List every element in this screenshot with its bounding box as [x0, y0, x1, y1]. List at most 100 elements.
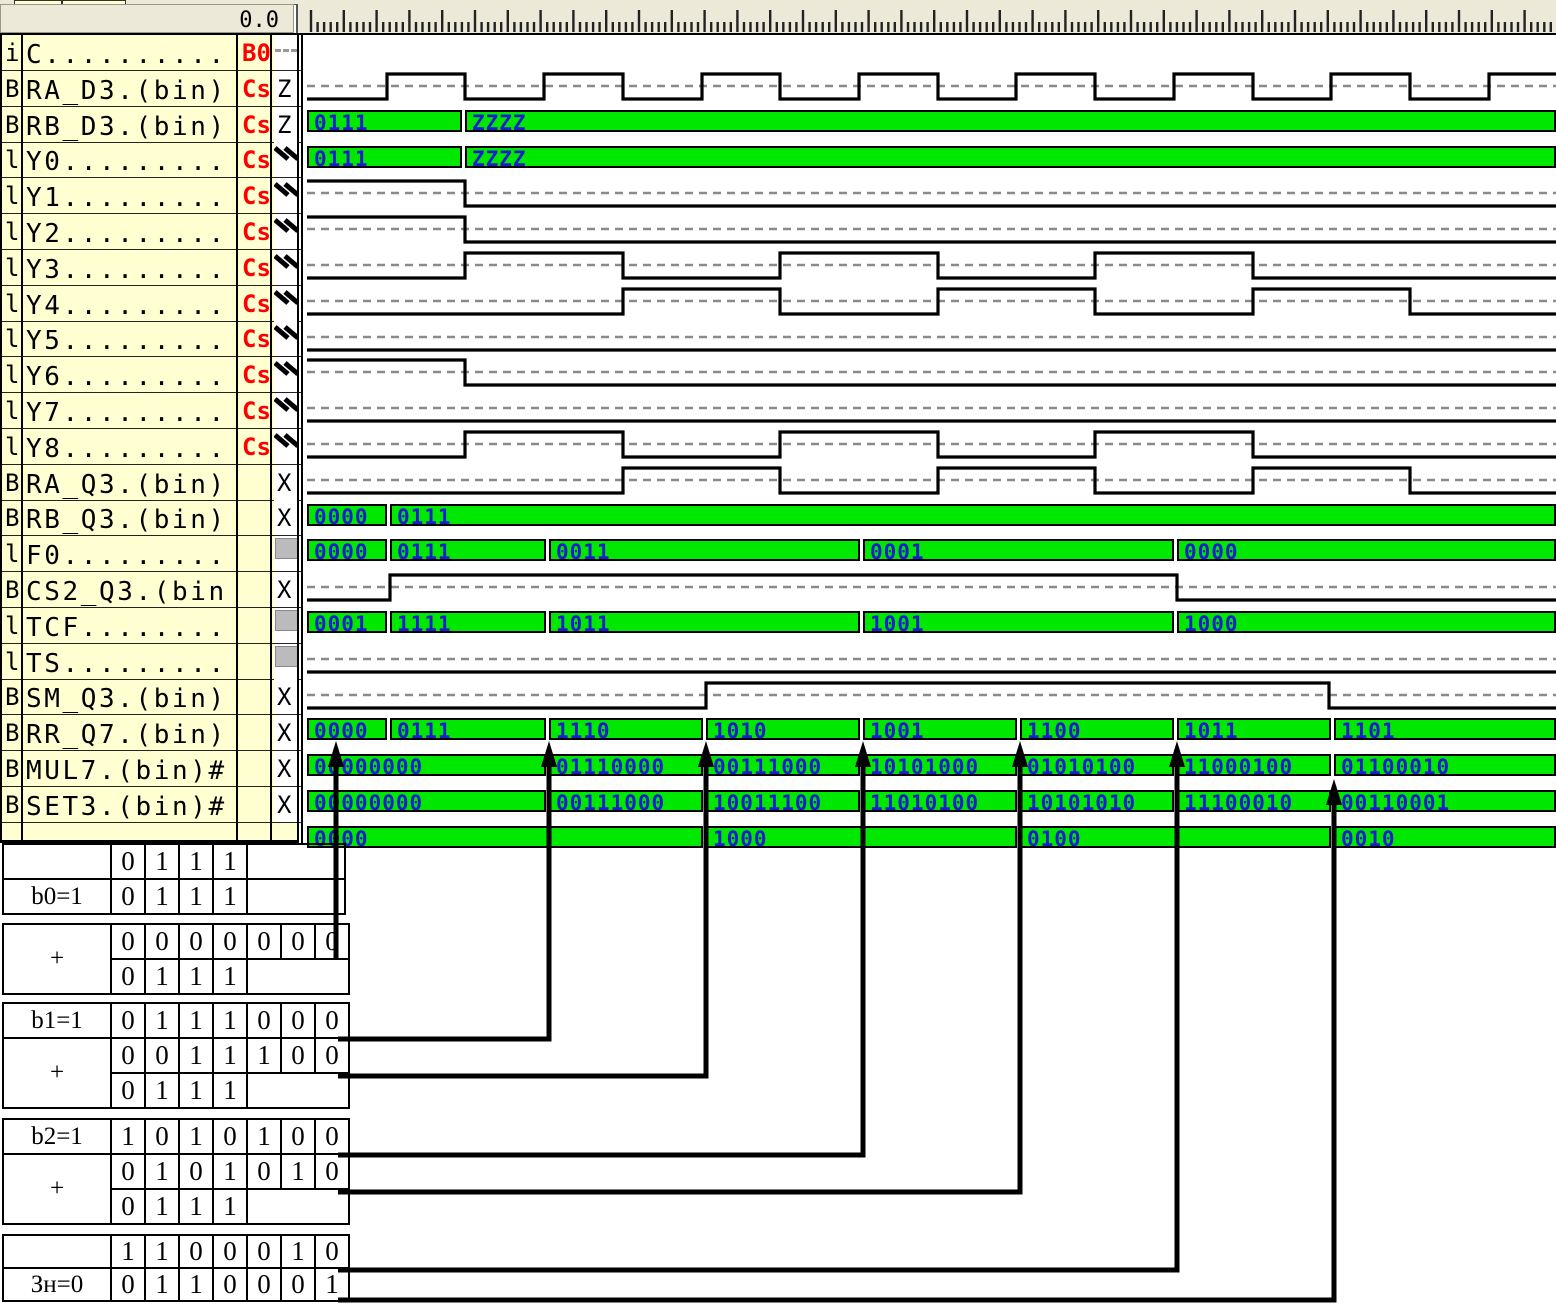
- mult-digit-cell: 0: [178, 1234, 214, 1269]
- signal-type: B: [5, 468, 20, 497]
- mult-row-label: [2, 843, 112, 880]
- panel-right-border: [297, 35, 299, 843]
- time-cursor-value: 0.0: [239, 8, 279, 33]
- signal-type: l: [5, 432, 20, 461]
- bus-segment-RB_Q3: 0000: [307, 539, 387, 565]
- value-hatch-icon: [274, 325, 298, 341]
- bus-segment-RB_D3: 0111: [307, 145, 462, 171]
- signal-name: Y4.........: [26, 290, 227, 321]
- signal-row-RB_Q3[interactable]: B RB_Q3.(bin) X: [2, 500, 301, 537]
- signal-row-Y5[interactable]: l Y5......... Cs: [2, 321, 301, 358]
- signal-row-TS[interactable]: l TS.........: [2, 643, 301, 680]
- mult-digit-cell: 0: [212, 1267, 248, 1302]
- mult-digit-cell: 0: [110, 1072, 146, 1109]
- signal-value-cell: [274, 249, 299, 285]
- signal-value-cell: X: [274, 679, 299, 715]
- mult-table-group-3: b1=1 0 1 1 1 0 0 0 +0 0 1 1 1 0 0 0 1 1 1: [2, 1002, 350, 1109]
- mult-digit-cell: 1: [144, 1267, 180, 1302]
- signal-row-Y7[interactable]: l Y7......... Cs: [2, 393, 301, 429]
- signal-row-MUL7[interactable]: B MUL7.(bin)# X: [2, 751, 301, 787]
- signal-row-Y8[interactable]: l Y8......... Cs: [2, 428, 301, 465]
- header-divider: [0, 33, 1556, 35]
- bus-value-label: 0111: [314, 110, 369, 135]
- signal-row-SM_Q3[interactable]: B SM_Q3.(bin) X: [2, 679, 301, 716]
- bus-segment-SM_Q3: 0111: [390, 718, 546, 743]
- signal-mode-label: Cs: [242, 361, 271, 390]
- signal-type: B: [5, 504, 20, 533]
- bus-value-label: 00111000: [713, 755, 823, 780]
- signal-value-cell: [274, 643, 299, 679]
- value-x: X: [277, 683, 292, 712]
- bus-segment-RA_Q3: 0111: [390, 503, 1556, 529]
- timeline-ruler[interactable]: [296, 4, 1556, 33]
- bus-value-label: 1001: [870, 612, 925, 636]
- signal-name: Y3.........: [26, 254, 227, 285]
- bus-segment-RB_Q3: 0111: [390, 539, 546, 564]
- signal-row-Y3[interactable]: l Y3......... Cs: [2, 249, 301, 286]
- bus-value-label: 0000: [314, 504, 369, 529]
- mult-digit-cell: 1: [144, 1002, 180, 1039]
- signal-value-cell: [274, 285, 299, 321]
- signal-row-Y4[interactable]: l Y4......... Cs: [2, 285, 301, 322]
- signal-value-cell: X: [274, 500, 299, 536]
- waveform-area[interactable]: 0111 ZZZZ 0111 ZZZZ 0000 0111 0000 0111 0011 0001…: [0, 35, 1556, 851]
- value-hatch-icon: [274, 218, 298, 233]
- bus-value-label: 0000: [314, 719, 369, 744]
- mult-empty-cell: [246, 843, 346, 880]
- signal-type: l: [5, 253, 20, 282]
- bus-value-label: 1000: [1184, 612, 1239, 636]
- signal-row-Y2[interactable]: l Y2......... Cs: [2, 214, 301, 250]
- mult-digit-cell: 1: [144, 1153, 180, 1190]
- mult-digit-cell: 1: [178, 958, 214, 995]
- mult-digit-cell: 1: [314, 1267, 350, 1302]
- mult-digit-cell: 1: [144, 843, 180, 880]
- bus-segment-RR_Q7: 00111000: [706, 754, 860, 780]
- bus-segment-SET3: 1000: [706, 825, 1017, 851]
- bus-value-label: 0000: [314, 540, 369, 565]
- mult-digit-cell: 1: [144, 1072, 180, 1109]
- value-hatch-icon: [274, 432, 298, 448]
- bus-segment-RR_Q7: 00000000: [307, 754, 546, 779]
- waveform-TCF: [307, 657, 1556, 674]
- bus-value-label: ZZZZ: [472, 110, 527, 135]
- bus-segment-MUL7: 00111000: [549, 790, 703, 815]
- bus-segment-MUL7: 11010100: [863, 790, 1017, 815]
- signal-row-Y6[interactable]: l Y6......... Cs: [2, 357, 301, 394]
- bus-segment-RA_D3: 0111: [307, 109, 462, 135]
- signal-row-C[interactable]: i C.......... B0: [2, 35, 301, 71]
- bus-value-label: 1010: [713, 719, 768, 744]
- signal-row-RB_D3[interactable]: B RB_D3.(bin) Cs Z: [2, 106, 301, 143]
- bus-segment-RB_Q3: 0001: [863, 539, 1174, 564]
- signal-row-F0[interactable]: l F0.........: [2, 536, 301, 573]
- signal-row-Y0[interactable]: l Y0......... Cs: [2, 142, 301, 179]
- bus-value-label: 0011: [556, 540, 611, 565]
- mult-digit-cell: 0: [314, 1234, 350, 1269]
- signal-type: l: [5, 146, 20, 175]
- value-x: X: [277, 790, 292, 819]
- value-x: X: [277, 576, 292, 604]
- signal-row-RA_Q3[interactable]: B RA_Q3.(bin) X: [2, 464, 301, 501]
- mult-digit-cell: 0: [280, 1002, 316, 1039]
- signal-row-RA_D3[interactable]: B RA_D3.(bin) Cs Z: [2, 70, 301, 107]
- waveform-Y4: [307, 335, 1556, 352]
- bus-value-label: 11000100: [1184, 755, 1294, 780]
- bus-value-label: 0010: [1341, 826, 1396, 851]
- bus-value-label: 0111: [397, 504, 452, 529]
- signal-type: l: [5, 182, 20, 211]
- bus-value-label: 1100: [1027, 719, 1082, 744]
- mult-row-label: Зн=0: [2, 1267, 112, 1302]
- panel-column-divider: [270, 35, 272, 843]
- signal-row-Y1[interactable]: l Y1......... Cs: [2, 178, 301, 215]
- bus-value-label: ZZZZ: [472, 146, 527, 171]
- bus-segment-RA_D3: ZZZZ: [465, 109, 1556, 135]
- value-hatch-icon: [274, 397, 298, 412]
- signal-row-SET3[interactable]: B SET3.(bin)# X: [2, 786, 301, 823]
- bus-value-label: 0001: [314, 612, 369, 636]
- mult-digit-cell: 0: [246, 1153, 282, 1190]
- signal-row-RR_Q7[interactable]: B RR_Q7.(bin) X: [2, 715, 301, 752]
- mult-digit-cell: 1: [212, 1072, 248, 1109]
- signal-row-CS2_Q3[interactable]: B CS2_Q3.(bin X: [2, 572, 301, 608]
- mult-digit-cell: 0: [246, 1267, 282, 1302]
- signal-row-TCF[interactable]: l TCF........: [2, 607, 301, 644]
